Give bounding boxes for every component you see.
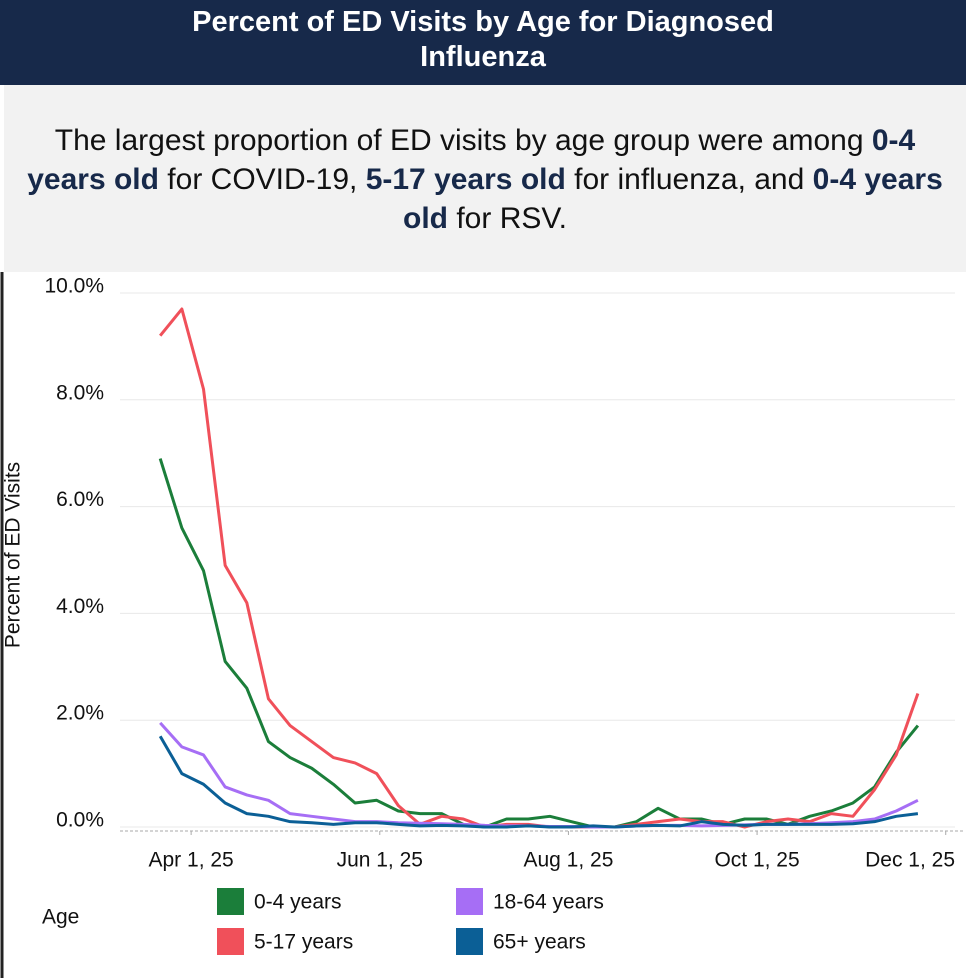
subtitle-text: for influenza, and — [565, 163, 813, 196]
subtitle-text: The largest proportion of ED visits by a… — [54, 124, 872, 157]
subtitle-text: for RSV. — [448, 202, 567, 235]
x-tick-label: Dec 1, 25 — [865, 849, 955, 872]
subtitle-highlight: 0-4 years old — [27, 124, 916, 196]
y-tick-label: 0.0% — [56, 809, 104, 832]
y-tick-label: 8.0% — [56, 381, 104, 404]
series-line — [158, 735, 919, 829]
x-tick-label: Aug 1, 25 — [523, 849, 613, 872]
legend-swatch — [456, 928, 483, 955]
chart-title: Percent of ED Visits by Age for Diagnose… — [0, 0, 966, 85]
y-tick-label: 10.0% — [44, 275, 104, 298]
chart: Percent of ED Visits Age 0.0% 2.0% 4.0% 6.0… — [0, 272, 963, 978]
legend-label: 5-17 years — [254, 931, 353, 954]
legend-label: 0-4 years — [254, 891, 342, 914]
y-tick-label: 4.0% — [56, 595, 104, 618]
legend-swatch — [217, 928, 244, 955]
subtitle-highlight: 5-17 years old — [365, 163, 566, 196]
legend-swatch — [456, 888, 483, 915]
x-tick-label: Apr 1, 25 — [149, 849, 234, 872]
plot-area — [120, 280, 955, 831]
legend-swatch — [217, 888, 244, 915]
legend-label: 65+ years — [493, 931, 586, 954]
y-axis-label: Percent of ED Visits — [2, 462, 25, 648]
y-tick-label: 2.0% — [56, 702, 104, 725]
x-tick-label: Jun 1, 25 — [337, 849, 423, 872]
subtitle-text: for COVID-19, — [158, 163, 366, 196]
legend-title: Age — [42, 906, 79, 929]
subtitle-highlight: 0-4 years old — [403, 163, 943, 235]
subtitle: The largest proportion of ED visits by a… — [4, 85, 966, 272]
x-tick-label: Oct 1, 25 — [714, 849, 799, 872]
y-tick-label: 6.0% — [56, 488, 104, 511]
legend-label: 18-64 years — [493, 891, 604, 914]
